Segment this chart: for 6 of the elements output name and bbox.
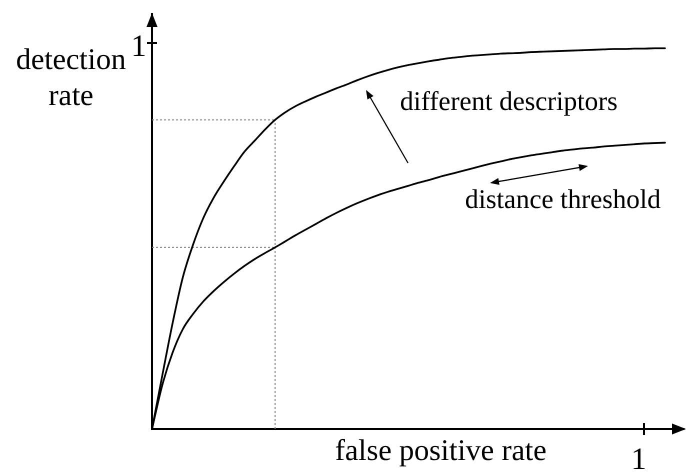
x-axis-title: false positive rate bbox=[335, 434, 547, 467]
text: 1 bbox=[631, 441, 646, 474]
annotation: distance threshold bbox=[465, 184, 661, 214]
annotation: different descriptors bbox=[400, 86, 618, 116]
text: 1 bbox=[131, 28, 146, 63]
y-axis-title: detection rate bbox=[15, 42, 127, 114]
